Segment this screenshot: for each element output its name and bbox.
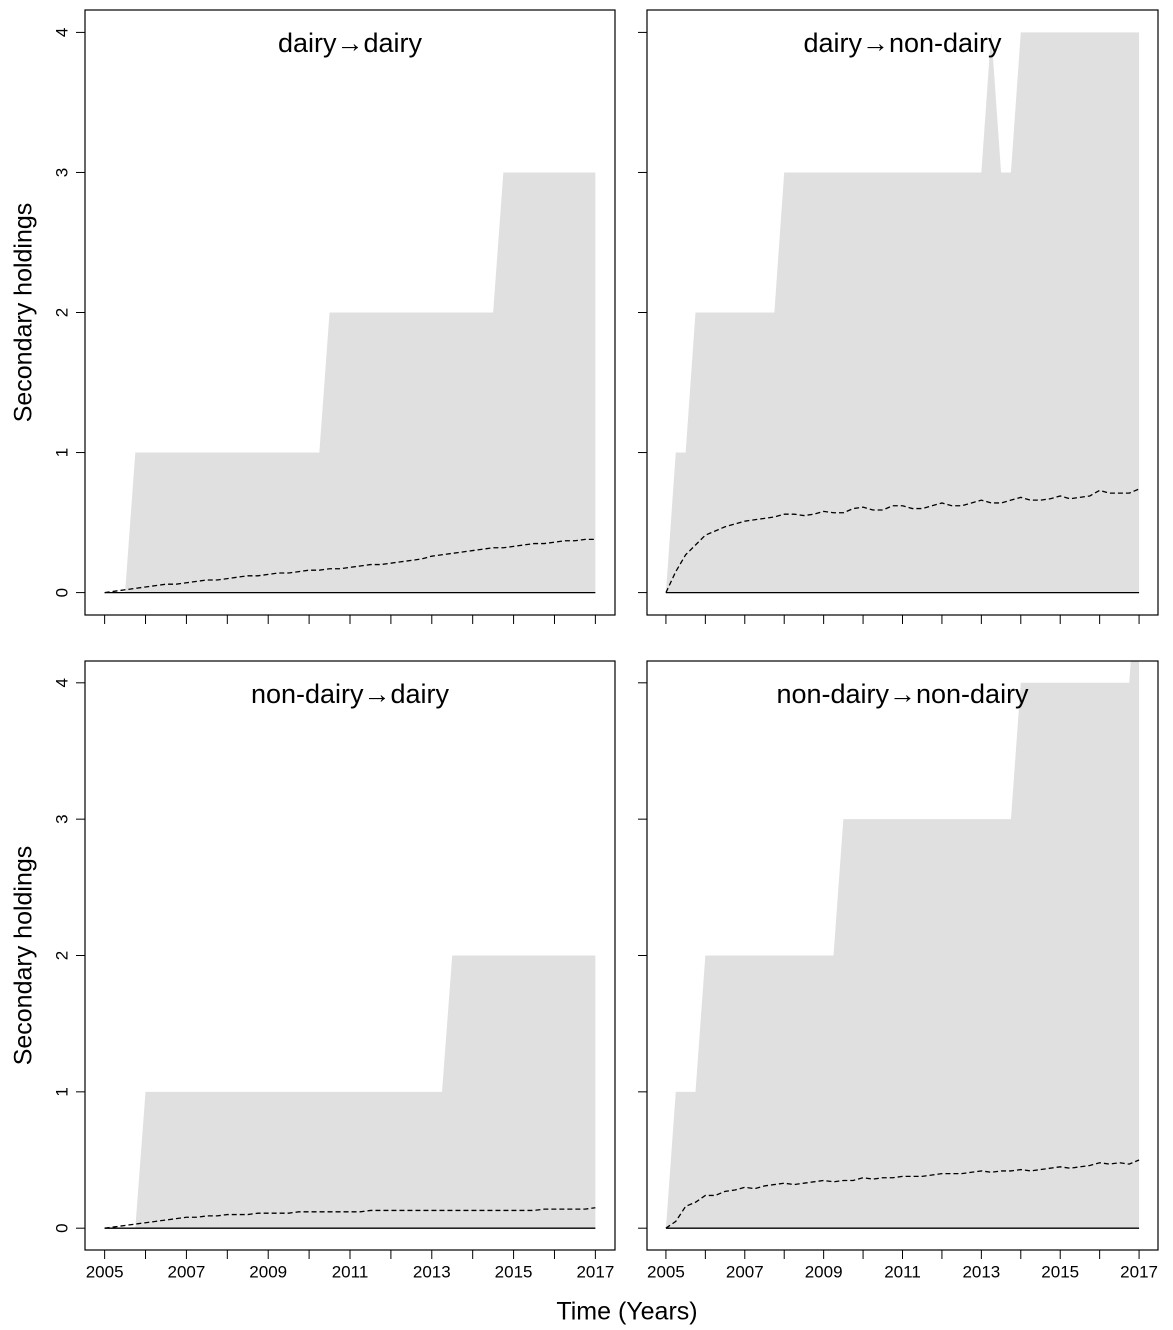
y-tick-label: 0 — [52, 588, 71, 597]
y-tick-label: 2 — [52, 951, 71, 960]
panel-title: non-dairy→dairy — [251, 679, 450, 709]
y-tick-label: 3 — [52, 814, 71, 823]
panel-title: dairy→dairy — [278, 28, 423, 58]
mean-line — [665, 1159, 1140, 1229]
x-axis-label: Time (Years) — [556, 1298, 697, 1326]
y-tick-label: 1 — [52, 1087, 71, 1096]
y-tick-label: 4 — [52, 28, 71, 37]
plot-area — [665, 32, 1140, 594]
upper-band — [665, 32, 1140, 593]
x-tick-label: 2009 — [249, 1262, 287, 1281]
x-tick-label: 2017 — [1120, 1262, 1158, 1281]
x-tick-label: 2015 — [1041, 1262, 1079, 1281]
x-tick-label: 2011 — [332, 1262, 369, 1281]
x-tick-label: 2005 — [86, 1262, 124, 1281]
x-tick-label: 2015 — [495, 1262, 533, 1281]
mean-line — [104, 1207, 596, 1229]
x-tick-label: 2007 — [726, 1262, 764, 1281]
y-tick-label: 2 — [52, 308, 71, 317]
x-tick-label: 2011 — [884, 1262, 921, 1281]
panel-title: dairy→non-dairy — [803, 28, 1002, 58]
plot-area — [665, 661, 1140, 1229]
y-tick-label: 4 — [52, 678, 71, 687]
y-tick-label: 3 — [52, 168, 71, 177]
panel-title: non-dairy→non-dairy — [776, 679, 1029, 709]
plot-area — [104, 172, 596, 594]
upper-band — [665, 661, 1140, 1229]
x-tick-label: 2009 — [805, 1262, 843, 1281]
y-axis-label: Secondary holdings — [10, 203, 38, 423]
mean-line — [104, 538, 596, 594]
x-tick-label: 2013 — [413, 1262, 451, 1281]
upper-band — [104, 172, 596, 593]
mean-line — [665, 488, 1140, 593]
plot-area — [104, 955, 596, 1229]
x-tick-label: 2017 — [576, 1262, 614, 1281]
upper-band — [104, 955, 596, 1229]
y-tick-label: 0 — [52, 1223, 71, 1232]
y-axis-label: Secondary holdings — [10, 846, 38, 1066]
x-tick-label: 2013 — [962, 1262, 1000, 1281]
x-tick-label: 2005 — [647, 1262, 685, 1281]
x-tick-label: 2007 — [168, 1262, 206, 1281]
y-tick-label: 1 — [52, 448, 71, 457]
